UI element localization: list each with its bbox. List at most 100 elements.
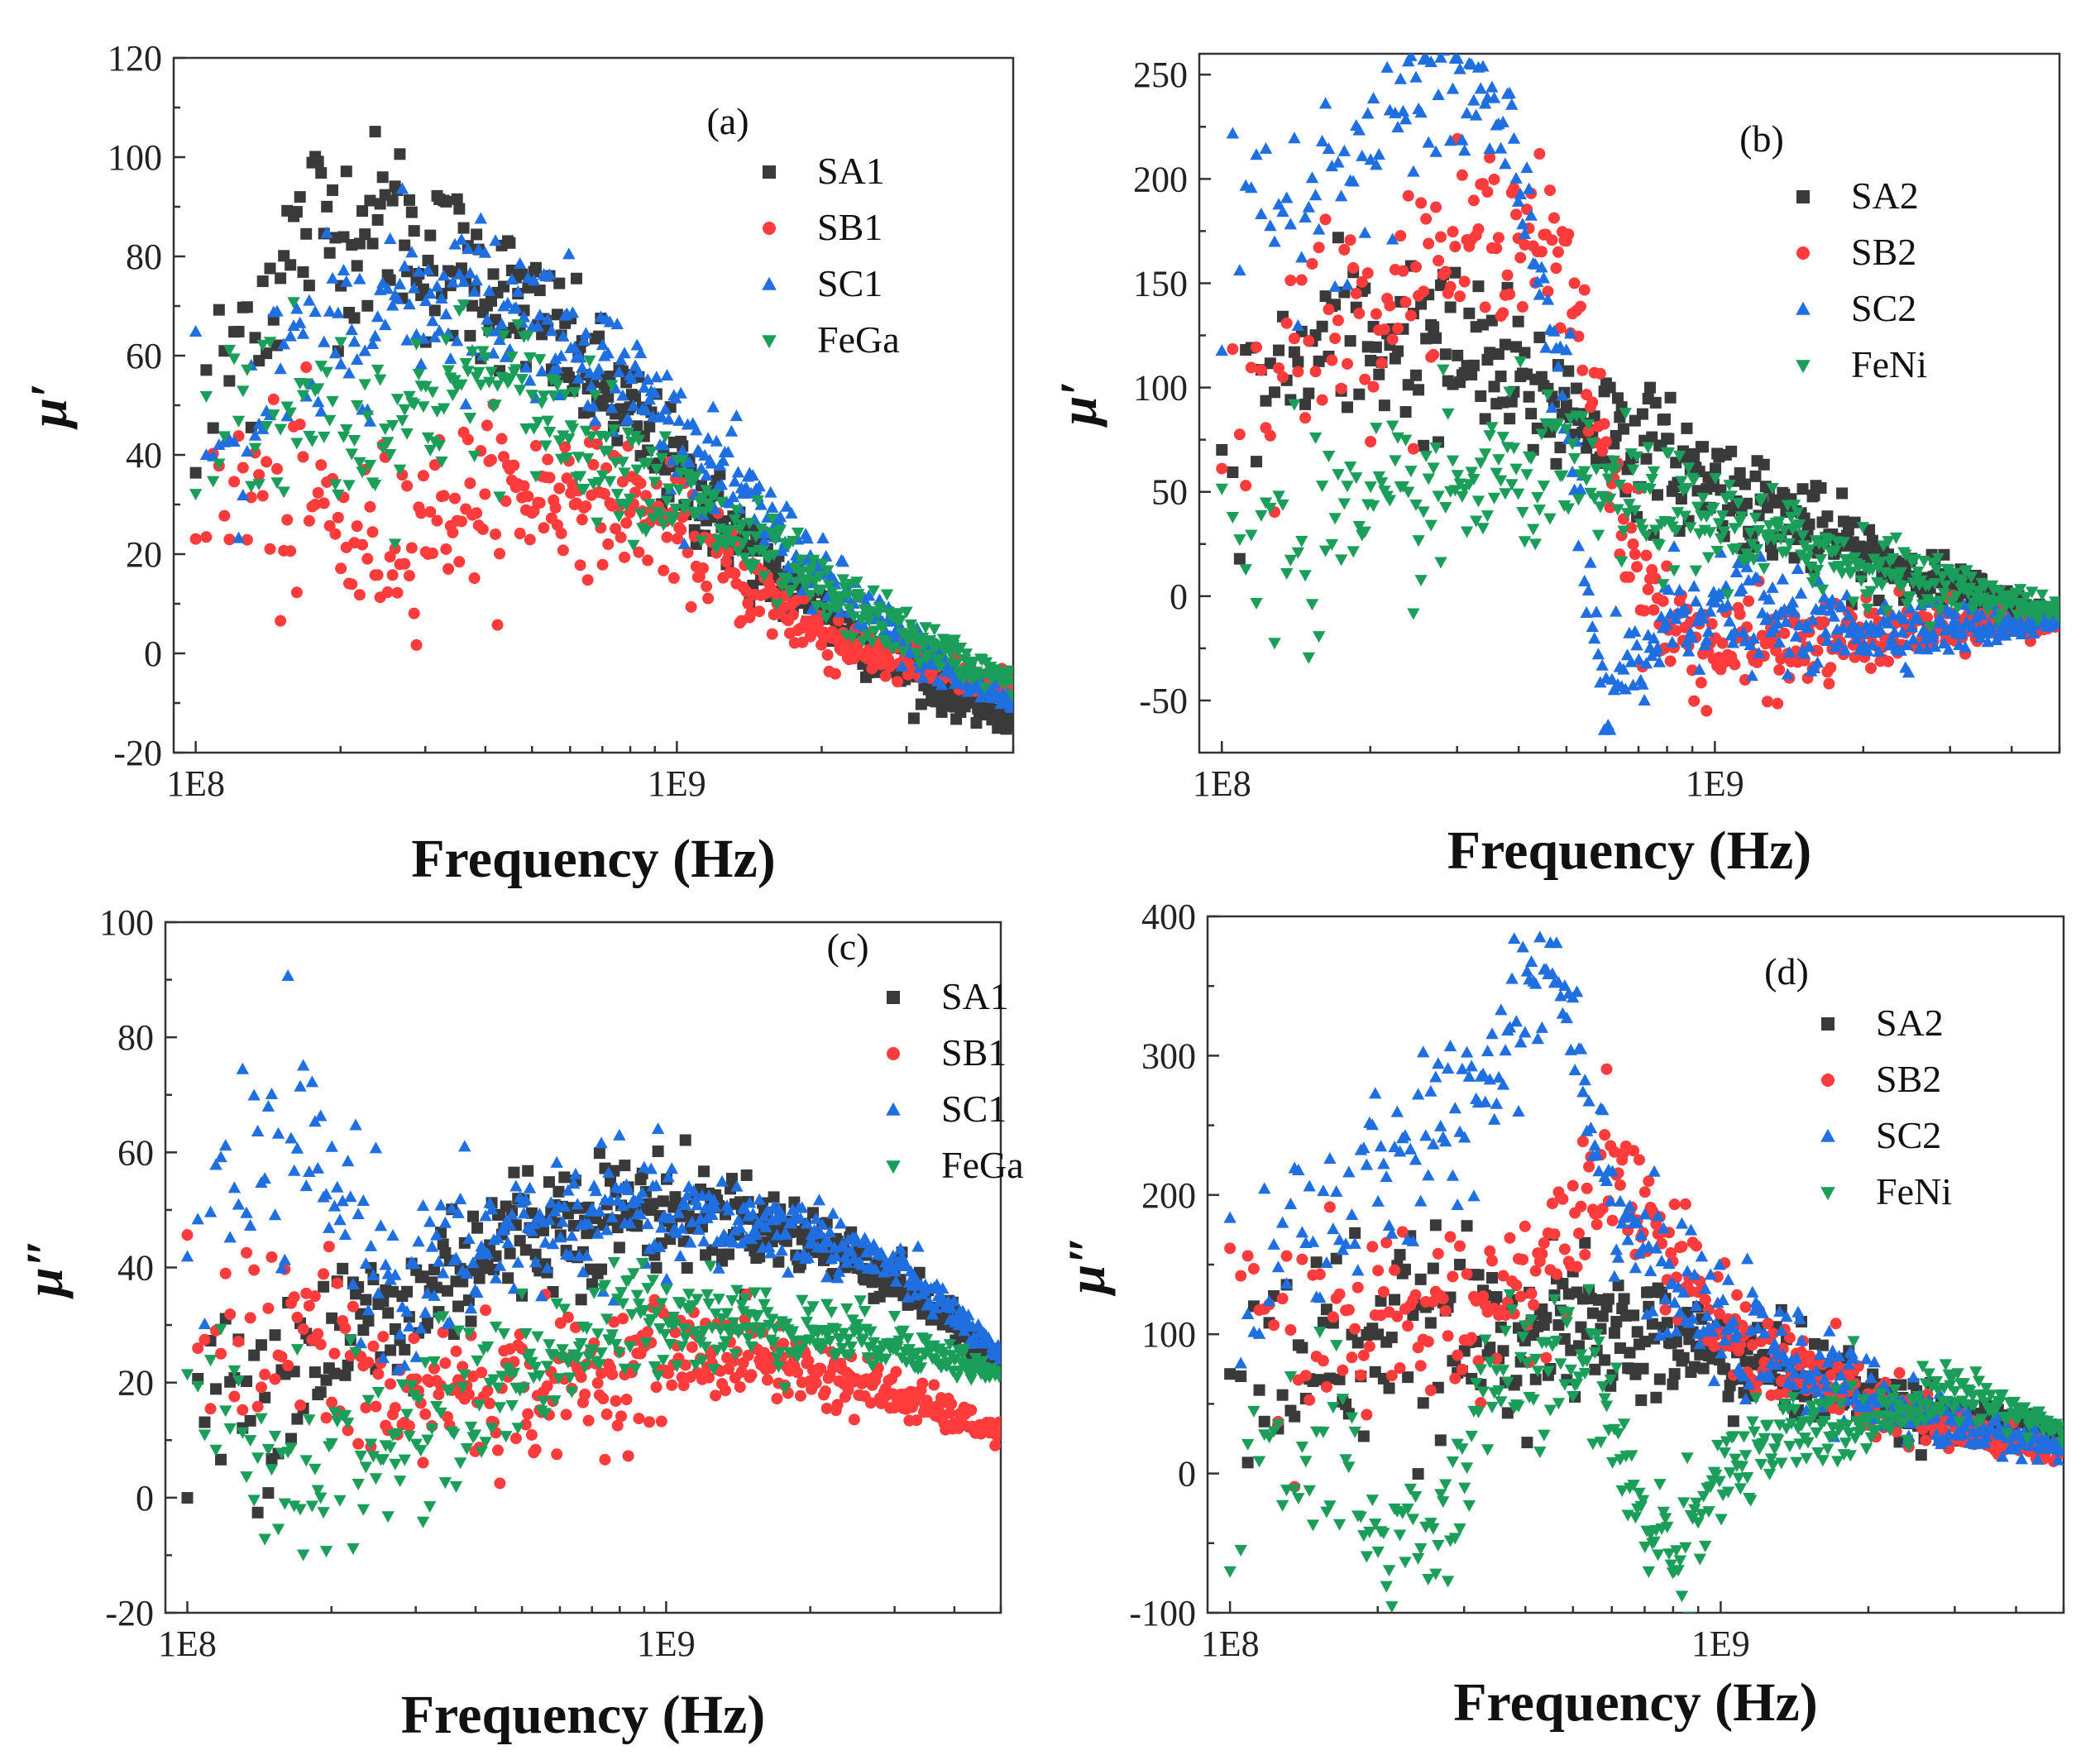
data-point	[692, 1222, 706, 1235]
y-tick-label: 40	[126, 435, 162, 476]
data-point	[1638, 605, 1651, 617]
data-point	[782, 1265, 795, 1278]
data-point	[358, 379, 371, 391]
data-point	[363, 460, 377, 472]
data-point	[593, 330, 605, 342]
data-point	[641, 1217, 654, 1230]
data-point	[393, 1327, 407, 1340]
data-point	[792, 1366, 804, 1379]
data-point	[740, 1169, 753, 1181]
data-point	[1479, 301, 1491, 313]
data-point	[565, 1229, 579, 1241]
data-point	[858, 1232, 872, 1244]
y-tick-label: 100	[99, 902, 154, 943]
data-point	[515, 1288, 529, 1300]
data-point	[209, 1444, 222, 1456]
data-point	[1501, 269, 1514, 281]
data-point	[470, 274, 483, 286]
data-point	[414, 1445, 428, 1457]
data-point	[611, 434, 624, 447]
data-point	[474, 212, 487, 224]
data-point	[703, 1371, 715, 1384]
data-point	[376, 171, 389, 184]
data-point	[1539, 341, 1552, 353]
data-point	[314, 1492, 328, 1504]
data-point	[1389, 455, 1402, 467]
data-point	[529, 471, 543, 483]
data-point	[434, 1407, 447, 1419]
data-point	[303, 280, 315, 292]
data-point	[288, 1291, 300, 1303]
data-point	[595, 1136, 608, 1149]
data-point	[505, 1400, 519, 1413]
data-point	[290, 438, 304, 450]
data-point	[1582, 425, 1595, 438]
data-point	[690, 471, 703, 483]
data-point	[575, 1294, 587, 1306]
data-point	[439, 334, 453, 347]
data-point	[1308, 432, 1323, 444]
data-point	[386, 1228, 399, 1241]
data-point	[801, 1251, 816, 1263]
data-point	[1802, 639, 1816, 652]
data-point	[493, 1259, 507, 1271]
data-point	[771, 1393, 783, 1405]
data-point	[243, 1219, 257, 1232]
data-point	[1490, 242, 1503, 255]
data-point	[876, 623, 889, 635]
data-point	[1774, 533, 1787, 546]
data-point	[361, 410, 375, 423]
data-point	[802, 1355, 815, 1367]
data-point	[879, 670, 892, 682]
data-point	[502, 1272, 514, 1284]
data-point	[1756, 493, 1769, 505]
data-point	[509, 301, 523, 313]
data-point	[1483, 142, 1496, 155]
data-point	[1264, 219, 1277, 232]
data-point	[569, 1168, 582, 1180]
data-point	[256, 339, 270, 352]
data-point	[1364, 153, 1377, 165]
data-point	[745, 1369, 758, 1381]
data-point	[892, 676, 904, 688]
data-point	[916, 1377, 929, 1389]
data-point	[1409, 499, 1423, 511]
data-point	[256, 275, 269, 288]
data-point	[720, 1385, 732, 1397]
data-point	[267, 393, 280, 405]
data-point	[495, 433, 508, 445]
data-point	[821, 1235, 835, 1247]
data-point	[1292, 366, 1304, 378]
data-point	[1366, 500, 1380, 512]
data-point	[456, 1382, 469, 1394]
data-point	[285, 259, 297, 271]
data-point	[766, 513, 779, 525]
data-point	[1439, 265, 1452, 278]
data-point	[579, 327, 593, 339]
data-point	[248, 442, 262, 455]
data-point	[619, 551, 631, 563]
data-point	[725, 1173, 738, 1185]
data-point	[1409, 70, 1423, 83]
data-point	[363, 414, 377, 427]
data-point	[615, 1287, 628, 1299]
data-point	[1260, 395, 1272, 407]
data-point	[305, 1075, 319, 1088]
data-point	[668, 1318, 682, 1331]
data-point	[550, 1155, 563, 1168]
data-point	[658, 403, 672, 415]
data-point	[861, 629, 874, 641]
data-point	[296, 1059, 310, 1071]
data-point	[452, 1325, 465, 1337]
data-point	[370, 1400, 382, 1413]
data-point	[729, 505, 744, 517]
data-point	[604, 371, 616, 383]
data-point	[815, 1362, 827, 1375]
data-point	[562, 1356, 575, 1369]
data-point	[318, 1280, 330, 1293]
data-point	[294, 1399, 307, 1412]
data-point	[531, 1331, 544, 1343]
data-point	[1834, 561, 1847, 573]
data-point	[247, 1088, 261, 1101]
